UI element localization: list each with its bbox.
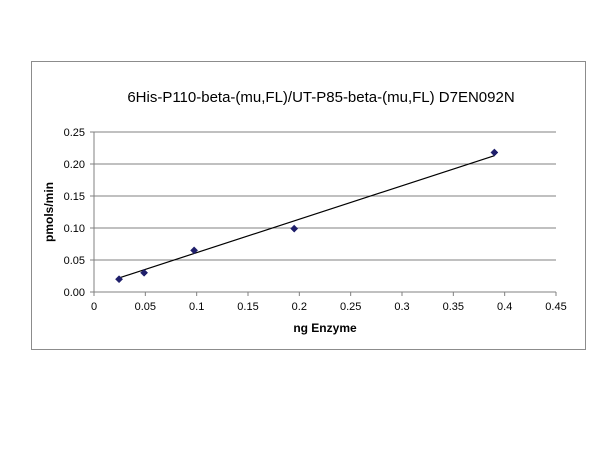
x-tick-label: 0.35 [443, 301, 464, 313]
plot-area [94, 132, 556, 292]
x-tick-label: 0.25 [340, 301, 361, 313]
x-tick-label: 0.15 [237, 301, 258, 313]
data-point [115, 275, 124, 284]
trendline-layer [118, 155, 495, 279]
scatter-chart: 6His-P110-beta-(mu,FL)/UT-P85-beta-(mu,F… [42, 89, 567, 335]
chart-title: 6His-P110-beta-(mu,FL)/UT-P85-beta-(mu,F… [127, 89, 514, 106]
y-tick-label: 0.00 [64, 287, 85, 299]
data-points [115, 148, 499, 284]
x-tick-label: 0.2 [292, 301, 307, 313]
y-tick-label: 0.25 [64, 127, 85, 139]
y-tick-label: 0.20 [64, 159, 85, 171]
x-tick-label: 0.05 [135, 301, 156, 313]
chart-frame: 6His-P110-beta-(mu,FL)/UT-P85-beta-(mu,F… [31, 61, 586, 350]
data-point [290, 224, 299, 233]
y-tick-label: 0.15 [64, 191, 85, 203]
y-tick-labels: 0.00 0.05 0.10 0.15 0.20 0.25 [64, 127, 85, 299]
trendline [118, 155, 495, 279]
x-tick-label: 0.4 [497, 301, 512, 313]
y-axis-label: pmols/min [42, 182, 56, 242]
x-tick-labels: 0 0.05 0.1 0.15 0.2 0.25 0.3 0.35 0.4 0.45 [91, 301, 567, 313]
gridlines [94, 131, 556, 261]
x-tick-label: 0.1 [189, 301, 204, 313]
data-point [140, 268, 149, 277]
data-point [490, 148, 499, 157]
x-tick-label: 0.3 [394, 301, 409, 313]
x-tick-label: 0.45 [545, 301, 566, 313]
y-tick-label: 0.10 [64, 223, 85, 235]
y-tick-label: 0.05 [64, 255, 85, 267]
x-axis-label: ng Enzyme [293, 321, 357, 335]
data-point [190, 246, 199, 255]
x-tick-label: 0 [91, 301, 97, 313]
tick-marks [90, 131, 557, 296]
